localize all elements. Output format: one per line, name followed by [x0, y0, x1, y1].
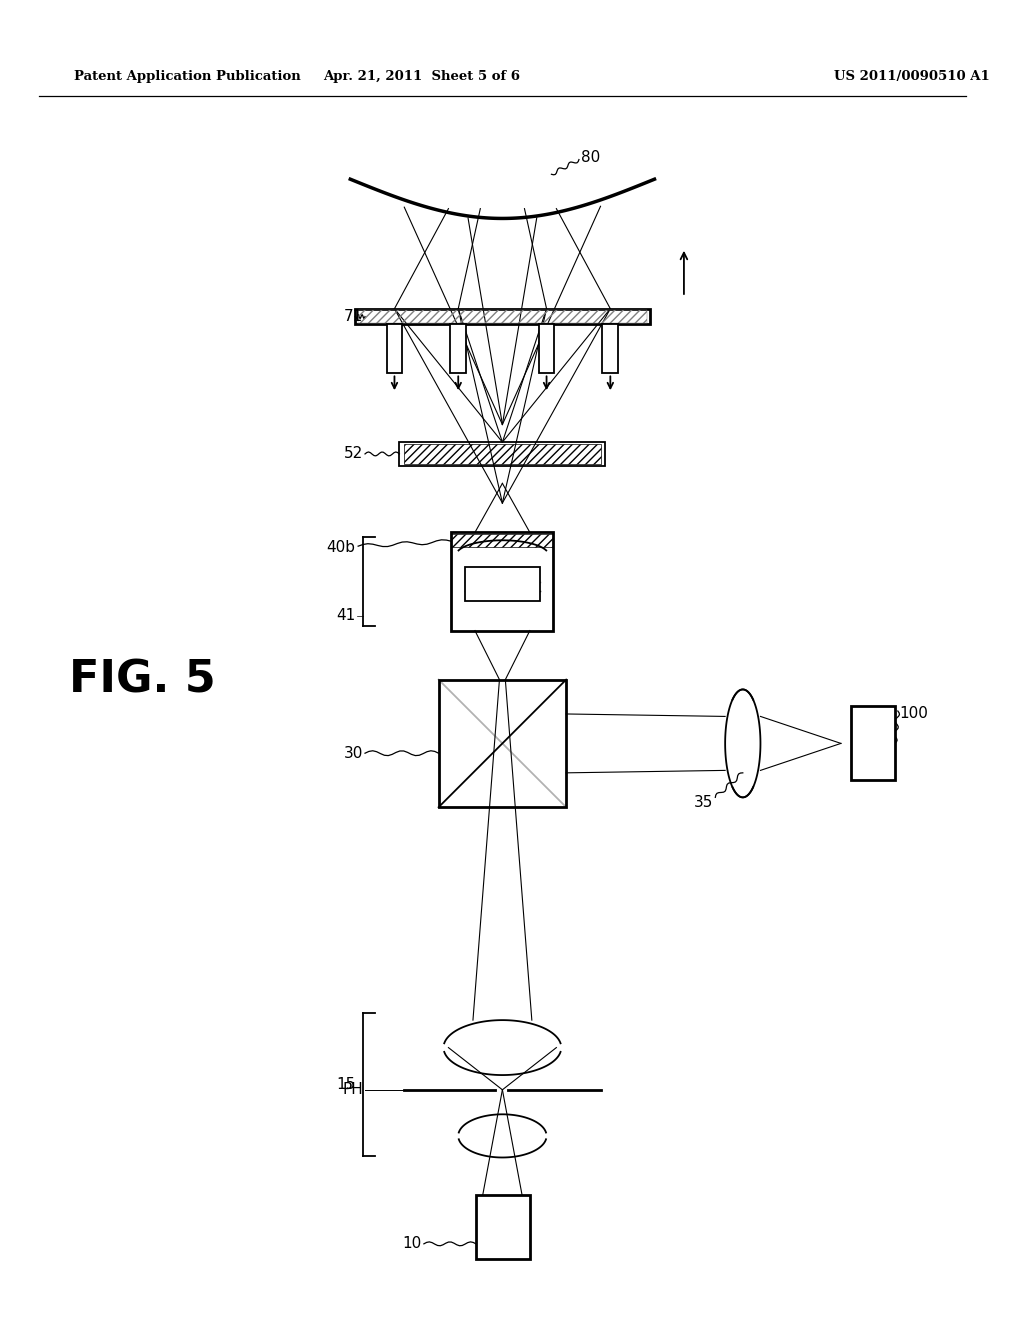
Text: 100: 100 — [900, 706, 929, 721]
Bar — [452, 532, 553, 631]
Bar — [602, 325, 618, 374]
Bar — [452, 535, 553, 548]
Text: 15: 15 — [336, 1077, 355, 1092]
Text: PH: PH — [342, 1082, 364, 1097]
Text: 10: 10 — [402, 1237, 422, 1251]
Bar — [539, 325, 554, 374]
Text: 41: 41 — [336, 609, 355, 623]
Text: 35: 35 — [694, 795, 714, 809]
Text: Patent Application Publication: Patent Application Publication — [74, 70, 300, 83]
Bar — [451, 325, 466, 374]
Text: Apr. 21, 2011  Sheet 5 of 6: Apr. 21, 2011 Sheet 5 of 6 — [324, 70, 520, 83]
Bar — [851, 706, 895, 780]
Text: 40b: 40b — [327, 540, 355, 554]
Bar — [438, 680, 566, 808]
Text: US 2011/0090510 A1: US 2011/0090510 A1 — [835, 70, 990, 83]
Text: FIG. 5: FIG. 5 — [69, 659, 216, 701]
Bar — [465, 566, 540, 601]
Bar — [399, 442, 605, 466]
Bar — [387, 325, 402, 374]
Bar — [355, 309, 649, 325]
Bar — [404, 444, 600, 463]
Bar — [358, 310, 646, 323]
Text: 71: 71 — [344, 309, 364, 325]
Text: 80: 80 — [581, 150, 600, 165]
Text: 52: 52 — [344, 446, 364, 462]
Text: 30: 30 — [344, 746, 364, 760]
Bar — [476, 1195, 529, 1258]
